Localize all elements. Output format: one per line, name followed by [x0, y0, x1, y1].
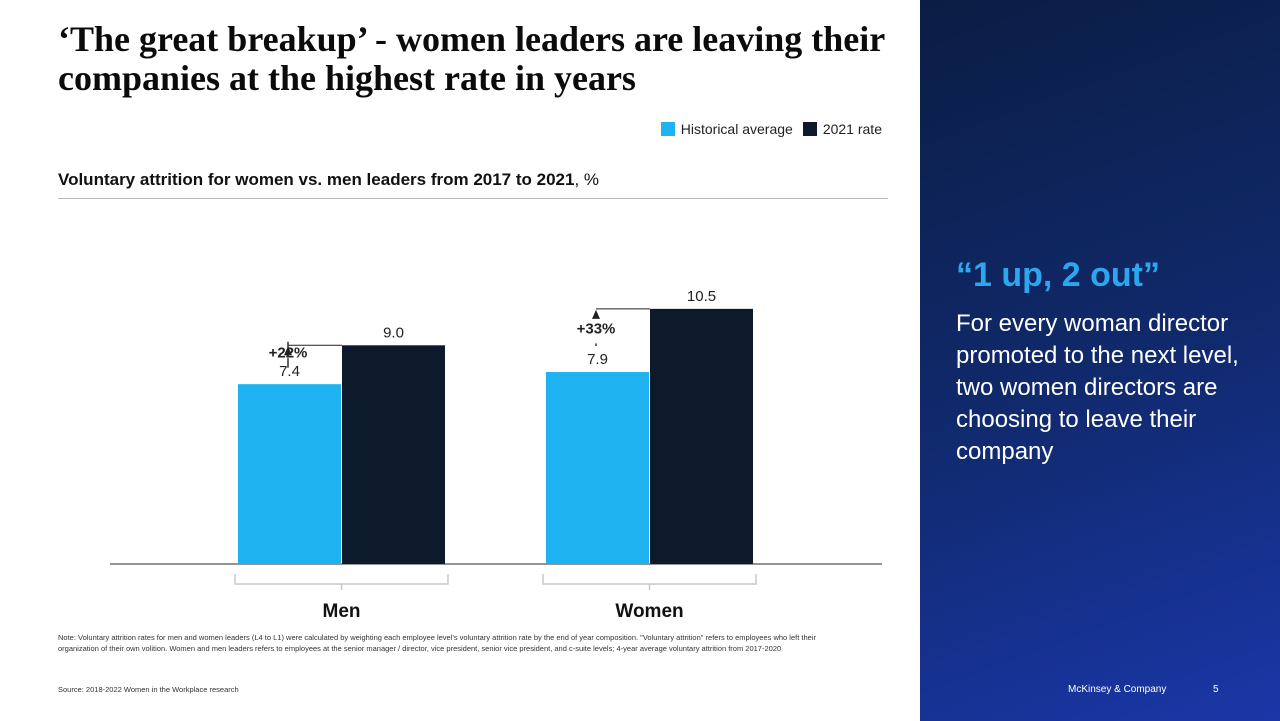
data-label-historical-women: 7.9: [587, 351, 608, 368]
chart-heading: Voluntary attrition for women vs. men le…: [58, 170, 888, 199]
page-number: 5: [1213, 684, 1219, 695]
data-label-2021-women: 10.5: [687, 288, 716, 305]
data-label-2021-men: 9.0: [383, 324, 404, 341]
increase-annotation-men: +22%: [269, 345, 308, 362]
legend-label-2021: 2021 rate: [822, 121, 882, 137]
bar-2021-men: [342, 345, 445, 564]
chart-heading-text: Voluntary attrition for women vs. men le…: [58, 170, 575, 189]
increase-arrow-head-men: [284, 346, 292, 356]
attrition-bar-chart: 7.4 9.0 +22% Men 7.9 10.5 +33% Women: [110, 288, 882, 622]
category-bracket-women: [542, 574, 757, 585]
legend-swatch-historical: [660, 122, 675, 136]
brand-name: McKinsey & Company: [1068, 684, 1167, 695]
category-label-men: Men: [323, 601, 361, 622]
side-panel: “1 up, 2 out” For every woman director p…: [920, 0, 1280, 721]
chart-source: Source: 2018-2022 Women in the Workplace…: [58, 685, 239, 694]
legend-item-2021: 2021 rate: [802, 121, 882, 137]
bar-2021-women: [650, 308, 753, 564]
legend-swatch-2021: [802, 122, 817, 136]
quote-heading: “1 up, 2 out”: [956, 256, 1160, 294]
legend-item-historical: Historical average: [660, 121, 793, 137]
slide-title: ‘The great breakup’ - women leaders are …: [58, 19, 885, 98]
chart-legend: Historical average 2021 rate: [660, 121, 882, 137]
chart-note: Note: Voluntary attrition rates for men …: [58, 633, 816, 653]
increase-annotation-women: +33%: [577, 320, 616, 337]
chart-heading-unit: , %: [574, 170, 600, 189]
quote-body: For every woman director promoted to the…: [956, 310, 1239, 465]
category-bracket-men: [234, 574, 449, 585]
increase-arrow-head-women: [592, 309, 600, 319]
category-label-women: Women: [615, 601, 683, 622]
bar-historical-women: [546, 372, 649, 564]
data-label-historical-men: 7.4: [279, 363, 300, 380]
bar-historical-men: [238, 384, 341, 564]
legend-label-historical: Historical average: [680, 121, 793, 137]
